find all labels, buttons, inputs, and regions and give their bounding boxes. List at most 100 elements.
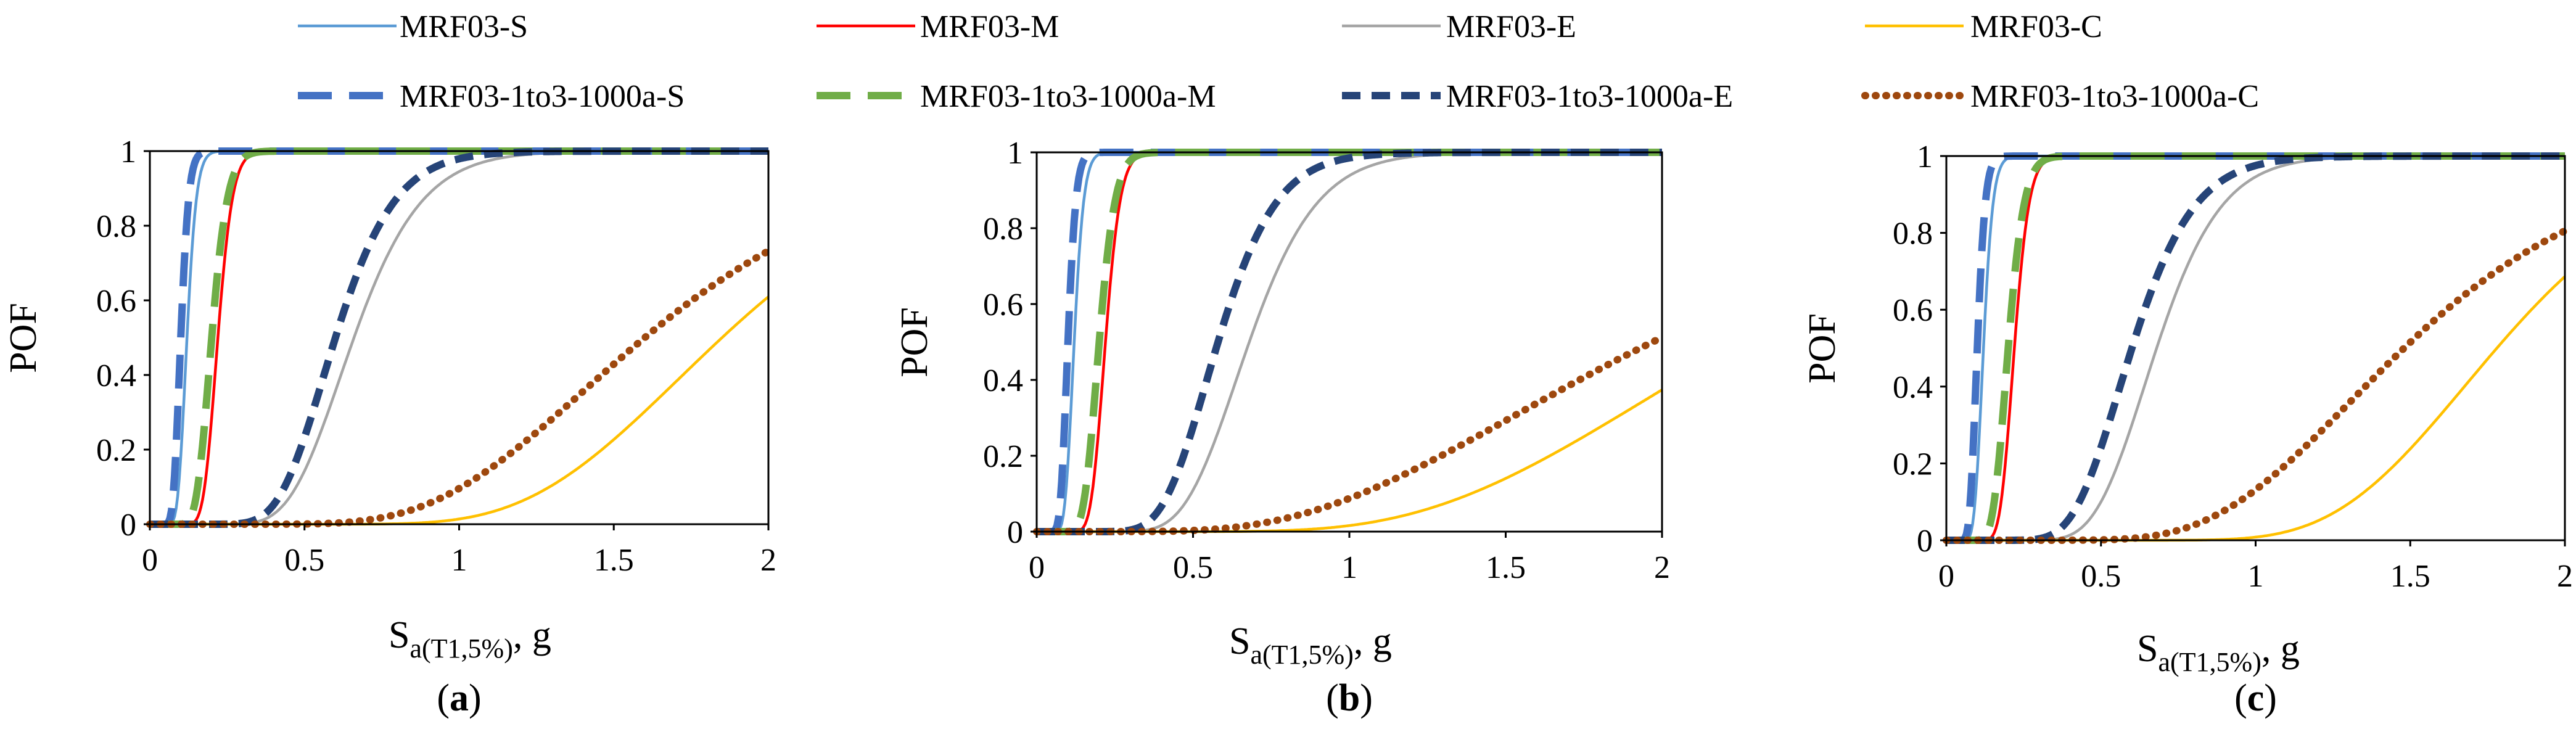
series-line-e-mod <box>150 147 768 528</box>
legend-label-e-mod: MRF03-1to3-1000a-E <box>1446 79 1733 114</box>
panel-caption-open: ( <box>437 677 450 719</box>
y-tick-label: 0.6 <box>96 284 136 319</box>
panel-caption: (a) <box>437 677 481 719</box>
series-group <box>1033 149 1666 535</box>
x-tick-label: 1 <box>1341 550 1357 585</box>
legend-label-m-mod: MRF03-1to3-1000a-M <box>920 79 1216 114</box>
x-tick-label: 2 <box>760 543 776 578</box>
x-axis-title-main: S <box>389 614 409 656</box>
x-tick-label: 1.5 <box>1486 550 1526 585</box>
y-tick-label: 0.6 <box>1893 293 1933 328</box>
chart-panel-b: 0 0.2 0.4 0.6 0.8 1 0 0.5 1 1.5 2 POF Sa(T1,5%), g (b… <box>894 136 1670 719</box>
x-axis-title-unit: , g <box>513 614 551 656</box>
x-tick-label: 2 <box>2557 559 2573 594</box>
y-tick-label: 0.2 <box>96 433 136 468</box>
y-tick-label: 0.4 <box>96 358 136 393</box>
series-line-m-mod <box>1037 149 1662 535</box>
panel-caption-letter: a <box>450 677 469 719</box>
x-tick-label: 0 <box>1938 559 1954 594</box>
x-tick-label: 1.5 <box>594 543 634 578</box>
x-axis-title-subscript: a(T1,5%) <box>1250 640 1353 670</box>
series-line-c-base <box>1037 389 1663 533</box>
legend-entry-e-base: MRF03-E <box>1342 9 1576 44</box>
x-axis-title-subscript: a(T1,5%) <box>2158 647 2261 677</box>
legend-label-e-base: MRF03-E <box>1446 9 1576 44</box>
x-axis-title: Sa(T1,5%), g <box>2137 628 2300 677</box>
x-axis-title: Sa(T1,5%), g <box>1229 620 1392 670</box>
x-axis-title-unit: , g <box>1354 620 1392 662</box>
panel-caption: (b) <box>1326 677 1373 719</box>
y-tick-label: 0.4 <box>1893 370 1933 405</box>
series-line-m-mod <box>1946 152 2565 544</box>
series-line-e-base <box>1037 150 1662 533</box>
series-line-m-base <box>1946 154 2565 542</box>
y-tick-label: 0.6 <box>983 287 1023 323</box>
y-axis-title: POF <box>1801 313 1843 384</box>
x-axis-title-subscript: a(T1,5%) <box>409 633 512 664</box>
x-axis-title-main: S <box>2137 628 2158 670</box>
legend-label-c-base: MRF03-C <box>1970 9 2102 44</box>
panel-caption-close: ) <box>1360 677 1373 719</box>
x-tick-label: 0 <box>1029 550 1045 585</box>
series-line-s-mod <box>1037 149 1662 535</box>
plot-area-frame <box>1945 155 2566 541</box>
x-tick-label: 1.5 <box>2390 559 2430 594</box>
series-group <box>1943 152 2569 544</box>
y-tick-label: 0.2 <box>1893 447 1933 482</box>
chart-legend: MRF03-S MRF03-M MRF03-E MRF03-C MRF03-1t… <box>298 9 2259 114</box>
legend-entry-s-mod: MRF03-1to3-1000a-S <box>298 79 685 114</box>
y-tick-label: 1 <box>1007 136 1023 171</box>
legend-entry-e-mod: MRF03-1to3-1000a-E <box>1342 79 1733 114</box>
series-line-s-base <box>150 149 768 526</box>
legend-entry-m-mod: MRF03-1to3-1000a-M <box>817 79 1216 114</box>
legend-entry-m-base: MRF03-M <box>817 9 1059 44</box>
legend-label-c-mod: MRF03-1to3-1000a-C <box>1970 79 2259 114</box>
series-line-c-mod <box>1943 227 2569 544</box>
y-tick-label: 0.2 <box>983 439 1023 474</box>
panel-caption-close: ) <box>2264 677 2277 719</box>
x-axis-title-main: S <box>1229 620 1250 662</box>
series-line-e-base <box>150 149 768 526</box>
series-line-s-mod <box>1946 152 2565 544</box>
legend-entry-c-base: MRF03-C <box>1865 9 2102 44</box>
x-axis-title-unit: , g <box>2261 628 2300 670</box>
y-tick-label: 0.4 <box>983 363 1023 398</box>
x-tick-label: 0.5 <box>2081 559 2121 594</box>
x-tick-label: 1 <box>2248 559 2264 594</box>
panel-caption-open: ( <box>2234 677 2247 719</box>
y-tick-label: 1 <box>120 134 136 170</box>
legend-label-s-base: MRF03-S <box>400 9 528 44</box>
x-axis-title: Sa(T1,5%), g <box>389 614 551 664</box>
series-line-m-base <box>1037 150 1662 533</box>
series-line-s-mod <box>150 147 768 528</box>
x-tick-label: 0 <box>142 543 158 578</box>
panel-caption: (c) <box>2234 677 2277 719</box>
y-tick-label: 0.8 <box>983 212 1023 247</box>
series-group <box>146 147 772 528</box>
x-tick-label: 0.5 <box>284 543 324 578</box>
series-line-e-mod <box>1946 152 2565 544</box>
plot-area-frame <box>1035 151 1663 533</box>
x-tick-label: 0.5 <box>1173 550 1213 585</box>
series-line-c-base <box>1946 275 2566 542</box>
series-line-c-mod <box>146 247 772 528</box>
panel-caption-letter: b <box>1339 677 1360 719</box>
y-tick-label: 0 <box>1007 515 1023 550</box>
y-tick-label: 0.8 <box>1893 216 1933 252</box>
x-tick-label: 2 <box>1654 550 1670 585</box>
panel-caption-close: ) <box>469 677 482 719</box>
y-tick-label: 0.8 <box>96 209 136 244</box>
legend-entry-c-mod: MRF03-1to3-1000a-C <box>1861 79 2259 114</box>
series-line-m-base <box>150 149 768 526</box>
x-tick-label: 1 <box>451 543 467 578</box>
series-line-s-base <box>1946 154 2565 542</box>
panel-caption-letter: c <box>2247 677 2265 719</box>
y-axis-title: POF <box>2 303 44 373</box>
y-tick-label: 1 <box>1917 139 1933 175</box>
series-line-e-mod <box>1037 149 1662 535</box>
legend-entry-s-base: MRF03-S <box>298 9 528 44</box>
y-tick-label: 0 <box>1917 524 1933 559</box>
